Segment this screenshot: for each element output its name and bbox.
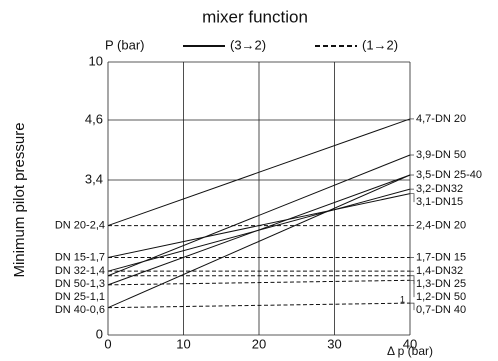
start-label: DN 32-1,4 <box>55 265 105 277</box>
x-tick-label: 40 <box>403 336 417 351</box>
line <box>107 279 411 286</box>
x-tick-label: 20 <box>252 336 266 351</box>
y-unit-label: P (bar) <box>105 37 145 52</box>
x-tick-label: 30 <box>327 336 341 351</box>
y-tick-label: 3,4 <box>85 171 103 186</box>
x-tick-label: 0 <box>104 336 111 351</box>
leader-line <box>410 279 415 298</box>
end-label: 3,5-DN 25-40 <box>416 169 482 181</box>
start-label: DN 15-1,7 <box>55 251 105 263</box>
line <box>107 174 411 309</box>
y-tick-label: 10 <box>89 53 103 68</box>
chart-title: mixer function <box>202 7 308 26</box>
leader-line <box>410 302 415 311</box>
end-label: 2,4-DN 20 <box>416 219 466 231</box>
start-label: DN 25-1,1 <box>55 291 105 303</box>
leader-line <box>410 193 415 203</box>
start-label: DN 20-2,4 <box>55 219 105 231</box>
line <box>107 154 411 277</box>
line <box>107 302 411 309</box>
end-label: 3,9-DN 50 <box>416 149 466 161</box>
end-label: 1,7-DN 15 <box>416 251 466 263</box>
end-label: 3,2-DN32 <box>416 183 463 195</box>
end-label: 4,7-DN 20 <box>416 113 466 125</box>
end-label: 0,7-DN 40 <box>416 304 466 316</box>
line <box>107 188 411 272</box>
start-label: DN 40-0,6 <box>55 304 105 316</box>
end-label: 1,4-DN32 <box>416 265 463 277</box>
legend-label: (3→2) <box>230 37 266 52</box>
y-axis-label: Minimum pilot pressure <box>11 122 28 277</box>
legend-label: (1→2) <box>362 37 398 52</box>
end-label: 3,1-DN15 <box>416 196 463 208</box>
start-label: DN 50-1,3 <box>55 278 105 290</box>
end-label: 1,2-DN 50 <box>416 291 466 303</box>
y-tick-label: 4,6 <box>85 111 103 126</box>
y-tick-label: 0 <box>96 326 103 341</box>
line <box>107 118 411 227</box>
end-label: 1,3-DN 25 <box>416 278 466 290</box>
x-axis-label: Δ p (bar) <box>387 344 433 358</box>
x-tick-label: 10 <box>176 336 190 351</box>
annotation: 1 <box>400 294 405 304</box>
